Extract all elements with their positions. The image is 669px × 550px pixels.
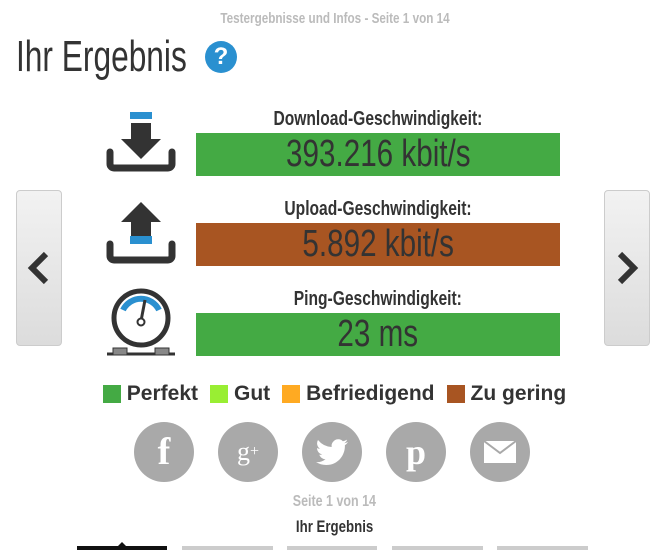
legend-befriedigend: Befriedigend (282, 382, 435, 406)
chevron-right-icon (617, 251, 639, 285)
pager-tab-5[interactable] (497, 546, 588, 550)
google-plus-icon[interactable]: g + (218, 422, 278, 482)
upload-icon (106, 202, 176, 264)
footer-page: Seite 1 von 14 (292, 493, 377, 510)
legend: Perfekt Gut Befriedigend Zu gering (0, 382, 669, 406)
prev-button[interactable] (16, 190, 62, 346)
next-button[interactable] (604, 190, 650, 346)
legend-gut: Gut (210, 382, 270, 406)
speedometer-icon (107, 288, 175, 356)
ping-value: 23 ms (196, 313, 560, 356)
question-icon[interactable]: ? (205, 41, 237, 73)
pager-tab-4[interactable] (392, 546, 483, 550)
legend-perfekt: Perfekt (102, 382, 198, 406)
page-title: Ihr Ergebnis (16, 32, 187, 81)
facebook-icon[interactable]: f (134, 422, 194, 482)
pinterest-icon[interactable]: p (386, 422, 446, 482)
upload-value: 5.892 kbit/s (196, 223, 560, 266)
pager-tab-1[interactable] (77, 546, 167, 550)
email-icon[interactable] (470, 422, 530, 482)
ping-label: Ping-Geschwindigkeit: (293, 288, 463, 310)
twitter-icon[interactable] (302, 422, 362, 482)
download-value: 393.216 kbit/s (196, 133, 560, 176)
pager-tab-3[interactable] (287, 546, 377, 550)
page-subtitle: Testergebnisse und Infos - Seite 1 von 1… (219, 10, 450, 27)
upload-label: Upload-Geschwindigkeit: (284, 198, 472, 220)
footer-section: Ihr Ergebnis (295, 517, 374, 536)
download-label: Download-Geschwindigkeit: (273, 108, 483, 130)
pager-tab-2[interactable] (182, 546, 273, 550)
legend-zu-gering: Zu gering (446, 382, 566, 406)
download-icon (106, 112, 176, 172)
chevron-left-icon (27, 251, 49, 285)
active-indicator-icon (117, 542, 127, 547)
